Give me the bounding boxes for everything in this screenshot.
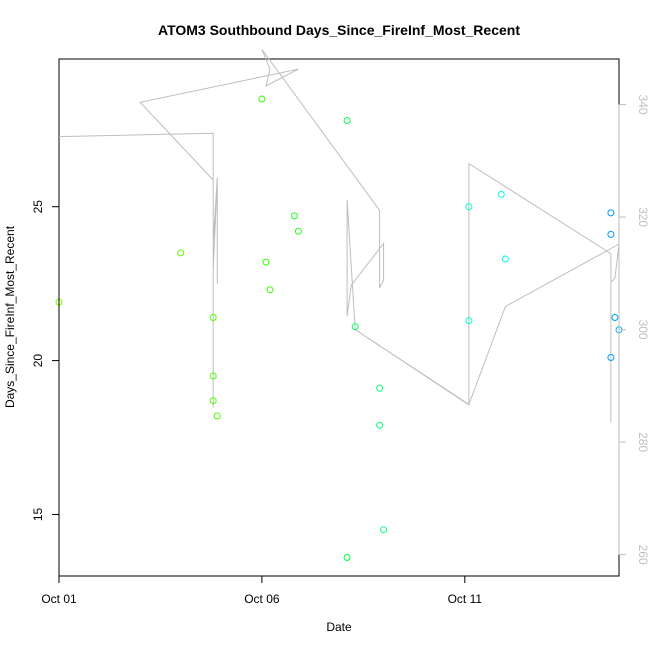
data-point [209, 314, 217, 321]
data-point [213, 412, 221, 420]
line-layer [58, 49, 620, 423]
data-point [258, 95, 266, 103]
y-axis-right: 260 280 300 320 340 [618, 95, 650, 565]
data-point [177, 249, 185, 257]
data-point [501, 255, 509, 263]
data-point [497, 190, 505, 198]
x-tick-label: Oct 06 [244, 592, 280, 606]
data-point [607, 354, 615, 361]
data-point [607, 209, 615, 217]
data-point [376, 421, 384, 429]
x-tick-label: Oct 11 [448, 592, 483, 606]
x-axis-label: Date [326, 620, 352, 634]
plot-frame [58, 58, 620, 577]
data-point [611, 314, 619, 321]
point-layer [55, 95, 623, 561]
data-point [465, 317, 473, 325]
y2-tick-label: 280 [636, 432, 650, 452]
x-tick-label: Oct 01 [41, 592, 77, 606]
data-point [351, 323, 359, 331]
y2-tick-label: 300 [636, 320, 650, 340]
chart-title: ATOM3 Southbound Days_Since_FireInf_Most… [158, 22, 520, 38]
data-point [266, 286, 274, 294]
data-point [209, 372, 217, 380]
data-point [465, 203, 473, 211]
data-point [380, 526, 388, 534]
data-point [209, 397, 217, 405]
y-tick-label: 15 [31, 507, 45, 521]
y2-tick-label: 340 [636, 95, 650, 115]
y2-tick-label: 320 [636, 207, 650, 227]
data-point [343, 117, 351, 124]
y-axis-label: Days_Since_FireInf_Most_Recent [3, 225, 17, 408]
data-point [262, 258, 270, 266]
y-tick-label: 25 [31, 200, 45, 214]
series-line [58, 49, 620, 423]
x-axis: Oct 01 Oct 06 Oct 11 [41, 575, 483, 606]
data-point [343, 554, 351, 561]
y-tick-label: 20 [31, 354, 45, 368]
y-axis-left: 15 20 25 [31, 200, 60, 521]
data-point [607, 230, 615, 238]
y2-tick-label: 260 [636, 545, 650, 565]
data-point [290, 212, 298, 220]
data-point [294, 227, 302, 235]
data-point [376, 384, 384, 392]
